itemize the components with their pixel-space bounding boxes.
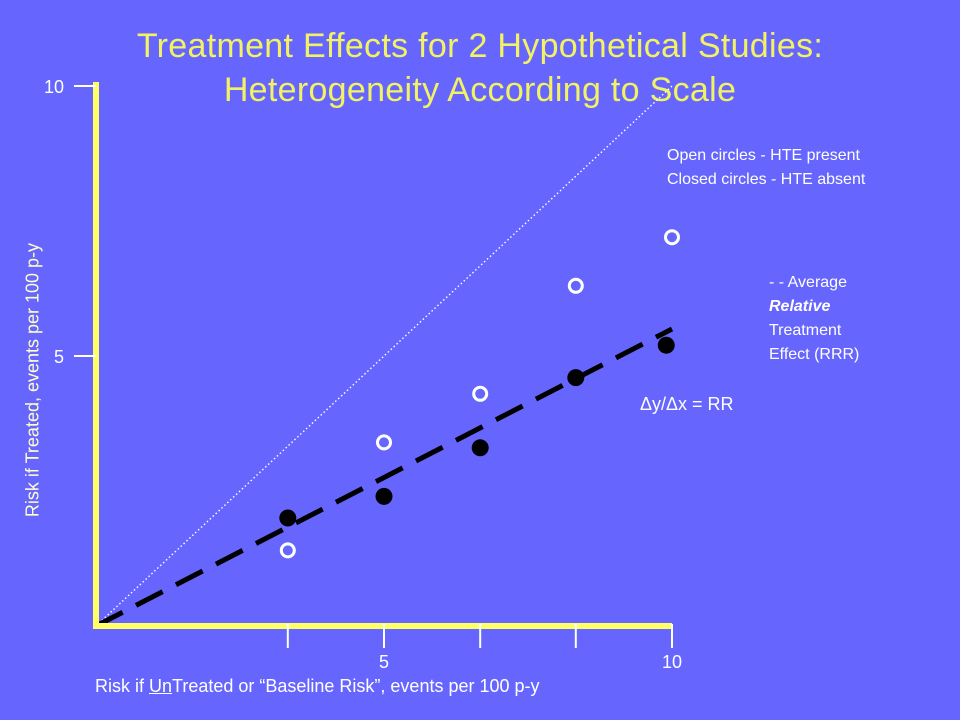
x-tick-label: 10 bbox=[662, 652, 682, 672]
open-circle-point bbox=[472, 385, 489, 402]
legend-rrr-line-1: - - Average bbox=[769, 274, 847, 291]
legend-rrr: - - Average Relative Treatment Effect (R… bbox=[769, 271, 859, 367]
x-axis-label: Risk if UnTreated or “Baseline Risk”, ev… bbox=[95, 676, 540, 697]
legend-rrr-line-4: Effect (RRR) bbox=[769, 346, 860, 363]
open-circle-point bbox=[664, 229, 680, 246]
open-circle-point bbox=[567, 277, 584, 294]
identity-line bbox=[95, 85, 673, 627]
x-axis-label-pre: Risk if bbox=[95, 676, 149, 696]
x-tick-label: 5 bbox=[379, 652, 389, 672]
filled-circle-point bbox=[567, 369, 585, 387]
title-line-2: Heterogeneity According to Scale bbox=[223, 71, 737, 109]
legend-hte: Open circles - HTE present Closed circle… bbox=[667, 144, 865, 192]
x-axis-label-post: Treated or “Baseline Risk”, events per 1… bbox=[172, 676, 540, 696]
filled-circle-point bbox=[279, 509, 297, 527]
slope-annotation: Δy/Δx = RR bbox=[640, 394, 734, 414]
title-line-1: Treatment Effects for 2 Hypothetical Stu… bbox=[136, 27, 824, 65]
filled-circle-point bbox=[657, 336, 675, 354]
open-circle-point bbox=[376, 434, 392, 451]
y-tick-label: 10 bbox=[44, 77, 64, 97]
filled-circle-point bbox=[375, 487, 393, 505]
y-tick-label: 5 bbox=[54, 347, 64, 367]
legend-closed-circles: Closed circles - HTE absent bbox=[667, 171, 866, 188]
average-rrr-line bbox=[94, 326, 674, 629]
chart-title: Treatment Effects for 2 Hypothetical Stu… bbox=[0, 24, 960, 112]
filled-circle-point bbox=[471, 439, 489, 457]
y-axis-label: Risk if Treated, events per 100 p-y bbox=[22, 242, 43, 518]
open-circle-point bbox=[279, 542, 296, 559]
x-axis-label-underlined: Un bbox=[149, 676, 173, 696]
legend-rrr-line-2: Relative bbox=[769, 298, 831, 315]
legend-open-circles: Open circles - HTE present bbox=[667, 147, 860, 164]
legend-rrr-line-3: Treatment bbox=[769, 322, 842, 339]
